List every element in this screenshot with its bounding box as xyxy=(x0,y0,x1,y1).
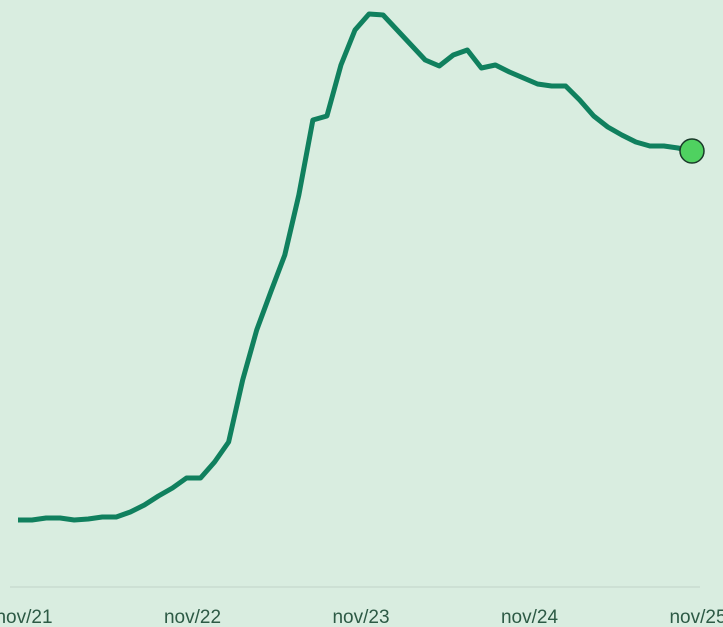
x-tick-label: nov/25 xyxy=(669,607,723,627)
end-marker xyxy=(679,138,705,164)
x-tick-label: nov/23 xyxy=(332,607,389,627)
x-tick-label: nov/21 xyxy=(0,607,53,627)
x-tick-label: nov/22 xyxy=(164,607,221,627)
line xyxy=(18,11,693,523)
x-tick-label: nov/24 xyxy=(501,607,558,627)
